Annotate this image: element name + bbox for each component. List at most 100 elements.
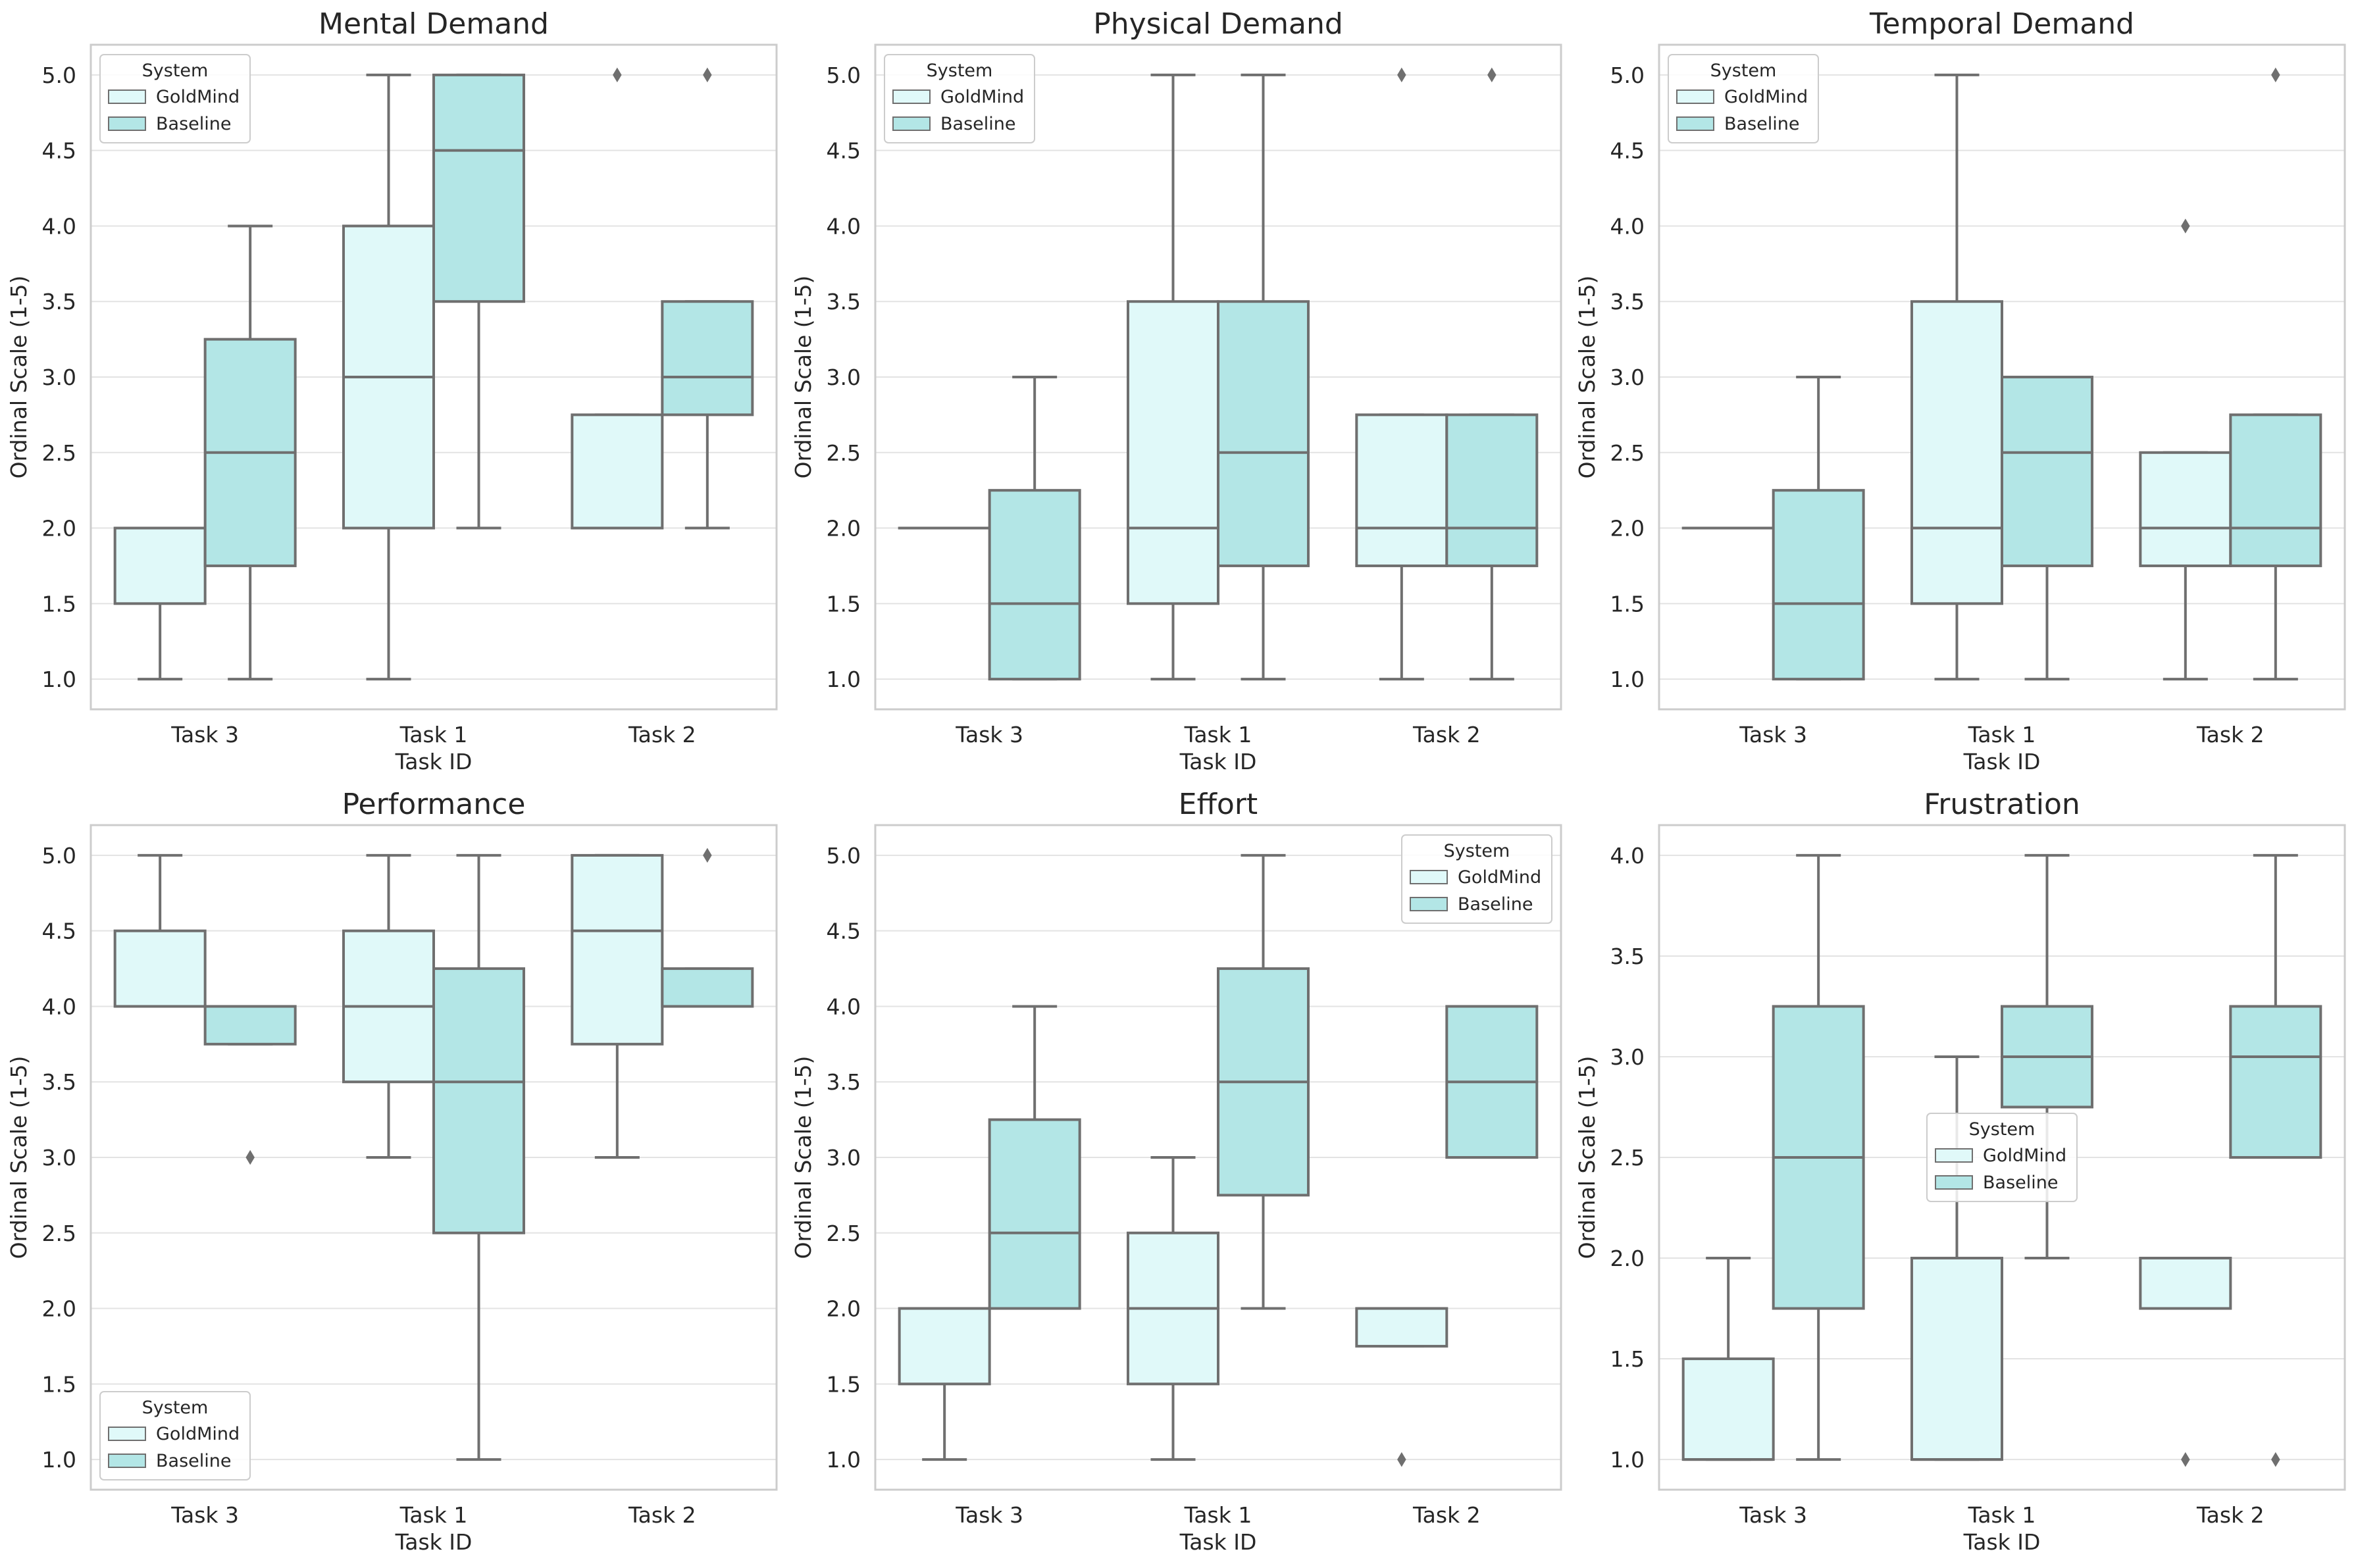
x-tick-label: Task 2 xyxy=(1412,1502,1481,1528)
box-body xyxy=(662,969,752,1006)
box-body xyxy=(1447,415,1537,566)
y-tick-label: 2.5 xyxy=(42,440,76,466)
box-body xyxy=(434,75,524,301)
x-tick-label: Task 1 xyxy=(1184,722,1252,747)
legend-swatch-baseline xyxy=(893,117,930,130)
y-tick-label: 3.5 xyxy=(827,289,861,315)
x-tick-label: Task 2 xyxy=(2196,722,2265,747)
x-axis-label: Task ID xyxy=(1963,1529,2041,1555)
legend-label-baseline: Baseline xyxy=(156,1451,231,1471)
y-tick-label: 3.5 xyxy=(1610,944,1645,969)
y-tick-label: 3.5 xyxy=(42,1069,76,1095)
box-body xyxy=(990,1120,1080,1309)
y-tick-label: 1.5 xyxy=(42,1371,76,1397)
y-tick-label: 4.0 xyxy=(1610,213,1645,239)
y-tick-label: 1.5 xyxy=(1610,591,1645,617)
x-tick-label: Task 3 xyxy=(955,722,1023,747)
box-body xyxy=(1356,1309,1447,1346)
y-tick-label: 4.5 xyxy=(827,138,861,164)
y-axis-label: Ordinal Scale (1-5) xyxy=(790,276,816,479)
y-axis-label: Ordinal Scale (1-5) xyxy=(6,276,32,479)
box-body xyxy=(2140,1258,2230,1309)
x-tick-label: Task 3 xyxy=(1739,1502,1807,1528)
x-tick-label: Task 2 xyxy=(1412,722,1481,747)
x-tick-label: Task 1 xyxy=(399,722,468,747)
box-body xyxy=(1912,1258,2002,1459)
y-tick-label: 2.0 xyxy=(42,516,76,542)
x-axis-label: Task ID xyxy=(1179,1529,1257,1555)
y-tick-label: 4.0 xyxy=(1610,843,1645,869)
y-tick-label: 5.0 xyxy=(1610,63,1645,88)
y-axis-label: Ordinal Scale (1-5) xyxy=(6,1056,32,1259)
x-tick-label: Task 3 xyxy=(1739,722,1807,747)
box-body xyxy=(2002,377,2092,566)
chart-title: Performance xyxy=(342,788,526,821)
legend-title: System xyxy=(1710,61,1777,81)
legend-label-goldmind: GoldMind xyxy=(940,87,1024,107)
y-tick-label: 2.0 xyxy=(1610,516,1645,542)
y-tick-label: 4.0 xyxy=(827,213,861,239)
box-body xyxy=(662,301,752,415)
legend-label-goldmind: GoldMind xyxy=(156,1424,240,1444)
y-tick-label: 4.0 xyxy=(42,213,76,239)
legend-swatch-goldmind xyxy=(109,90,145,103)
y-tick-label: 1.0 xyxy=(1610,1447,1645,1473)
x-tick-label: Task 1 xyxy=(399,1502,468,1528)
x-tick-label: Task 1 xyxy=(1968,1502,2036,1528)
legend-title: System xyxy=(927,61,993,81)
legend-swatch-goldmind xyxy=(893,90,930,103)
box-body xyxy=(2140,453,2230,566)
box-body xyxy=(572,855,662,1044)
x-tick-label: Task 1 xyxy=(1184,1502,1252,1528)
legend-swatch-goldmind xyxy=(1677,90,1714,103)
y-axis-label: Ordinal Scale (1-5) xyxy=(790,1056,816,1259)
y-tick-label: 2.0 xyxy=(827,516,861,542)
box-body xyxy=(572,415,662,528)
y-tick-label: 3.5 xyxy=(42,289,76,315)
y-tick-label: 1.5 xyxy=(827,1371,861,1397)
x-axis-label: Task ID xyxy=(395,1529,473,1555)
y-tick-label: 4.5 xyxy=(42,919,76,944)
y-tick-label: 2.5 xyxy=(827,440,861,466)
box-body xyxy=(990,490,1080,679)
box-body xyxy=(1128,301,1218,603)
legend-swatch-goldmind xyxy=(1935,1149,1972,1162)
legend-label-goldmind: GoldMind xyxy=(1983,1146,2066,1166)
box-body xyxy=(434,969,524,1233)
y-tick-label: 4.0 xyxy=(827,994,861,1019)
box-body xyxy=(1218,301,1308,566)
y-tick-label: 3.0 xyxy=(42,1145,76,1171)
x-tick-label: Task 2 xyxy=(628,722,696,747)
legend-label-baseline: Baseline xyxy=(1458,894,1533,915)
legend-swatch-baseline xyxy=(109,117,145,130)
chart-title: Mental Demand xyxy=(319,7,549,41)
y-tick-label: 5.0 xyxy=(42,63,76,88)
chart-title: Temporal Demand xyxy=(1869,7,2134,41)
box-body xyxy=(900,1309,990,1384)
x-tick-label: Task 3 xyxy=(955,1502,1023,1528)
legend-label-baseline: Baseline xyxy=(940,114,1015,134)
x-tick-label: Task 1 xyxy=(1968,722,2036,747)
chart-title: Physical Demand xyxy=(1093,7,1343,41)
y-tick-label: 1.0 xyxy=(827,667,861,692)
y-tick-label: 1.0 xyxy=(42,1447,76,1473)
box-body xyxy=(2230,1006,2320,1157)
x-axis-label: Task ID xyxy=(1963,749,2041,774)
x-tick-label: Task 2 xyxy=(2196,1502,2265,1528)
y-axis-label: Ordinal Scale (1-5) xyxy=(1574,1056,1600,1259)
y-tick-label: 2.5 xyxy=(1610,1145,1645,1171)
box-body xyxy=(1774,490,1864,679)
y-tick-label: 3.5 xyxy=(827,1069,861,1095)
legend-swatch-goldmind xyxy=(109,1427,145,1440)
y-tick-label: 3.0 xyxy=(827,365,861,390)
